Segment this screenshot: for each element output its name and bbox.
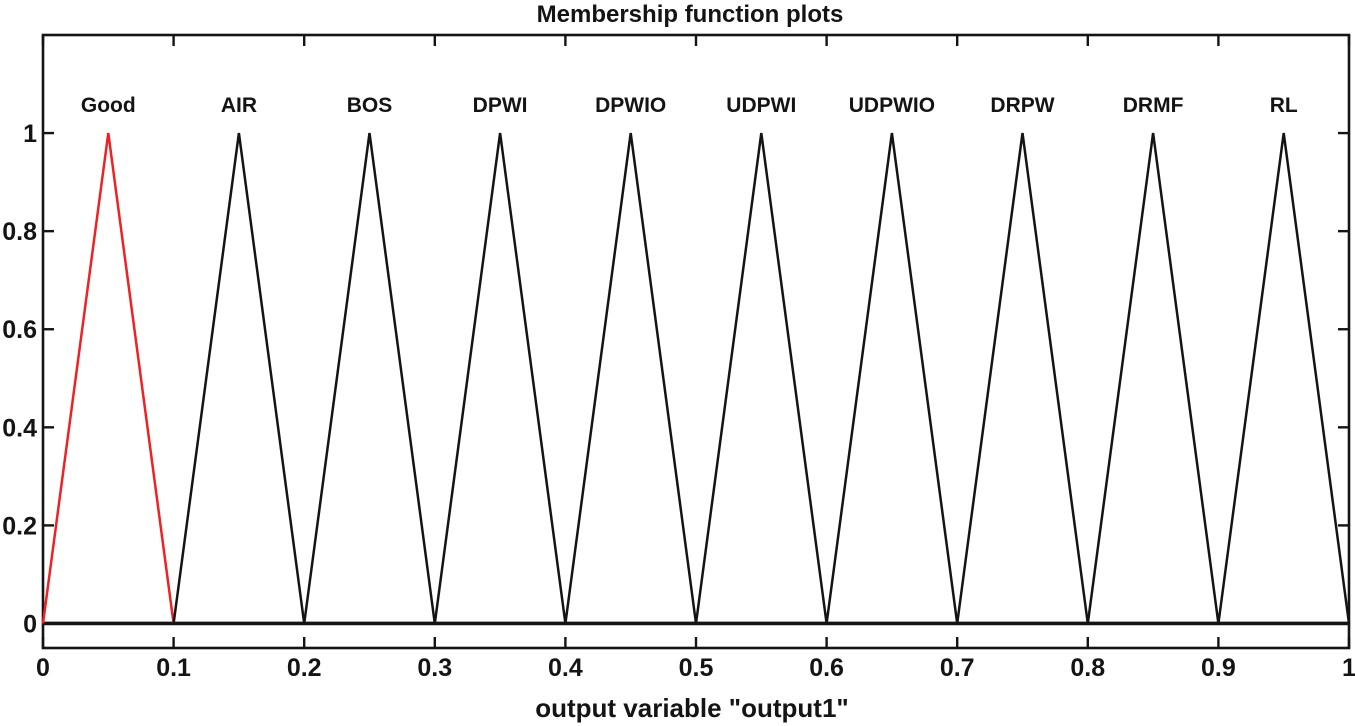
mf-curve-good xyxy=(41,132,175,624)
x-tick-label: 0 xyxy=(36,654,50,682)
x-tick-label: 1 xyxy=(1342,654,1355,682)
mf-label-drmf: DRMF xyxy=(1123,94,1184,117)
mf-curve-udpwio xyxy=(825,132,959,624)
mf-curve-bos xyxy=(302,132,437,624)
mf-label-bos: BOS xyxy=(347,94,393,117)
x-tick-label: 0.3 xyxy=(417,654,452,682)
mf-curve-dpwio xyxy=(564,132,698,624)
mf-label-udpwio: UDPWIO xyxy=(849,94,935,117)
x-tick-label: 0.9 xyxy=(1201,654,1236,682)
mf-label-rl: RL xyxy=(1270,94,1298,117)
y-tick-label: 1 xyxy=(23,120,37,148)
x-axis-label: output variable "output1" xyxy=(535,693,849,723)
y-tick-label: 0.2 xyxy=(2,512,37,540)
mf-label-dpwi: DPWI xyxy=(473,94,528,117)
mf-label-drpw: DRPW xyxy=(990,94,1054,117)
x-tick-label: 0.8 xyxy=(1070,654,1105,682)
plot-generated-content: 0 0.1 0.2 0.3 0.4 0.5 0.6 0.7 0.8 0.9 1 0 0.2 0.4 0.6 0… xyxy=(2,33,1355,682)
mf-curve-dpwi xyxy=(433,132,567,624)
mf-label-air: AIR xyxy=(221,94,257,117)
chart-title: Membership function plots xyxy=(537,1,844,28)
x-tick-label: 0.5 xyxy=(679,654,714,682)
mf-curve-drmf xyxy=(1086,132,1220,624)
x-tick-label: 0.1 xyxy=(156,654,191,682)
x-tick-label: 0.6 xyxy=(809,654,844,682)
mf-label-udpwi: UDPWI xyxy=(726,94,796,117)
axes-box xyxy=(41,33,1351,650)
mf-curve-drpw xyxy=(955,132,1090,624)
y-tick-label: 0.6 xyxy=(2,316,37,344)
mf-label-dpwio: DPWIO xyxy=(595,94,666,117)
y-tick-label: 0.8 xyxy=(2,218,37,246)
x-tick-label: 0.4 xyxy=(548,654,583,682)
y-tick-label: 0 xyxy=(23,610,37,638)
mf-label-good: Good xyxy=(81,94,136,117)
x-tick-label: 0.2 xyxy=(287,654,322,682)
x-tick-label: 0.7 xyxy=(940,654,975,682)
y-tick-label: 0.4 xyxy=(2,414,37,442)
mf-curve-air xyxy=(172,132,306,624)
mf-curve-rl xyxy=(1217,132,1351,624)
mf-curve-udpwi xyxy=(694,132,828,624)
